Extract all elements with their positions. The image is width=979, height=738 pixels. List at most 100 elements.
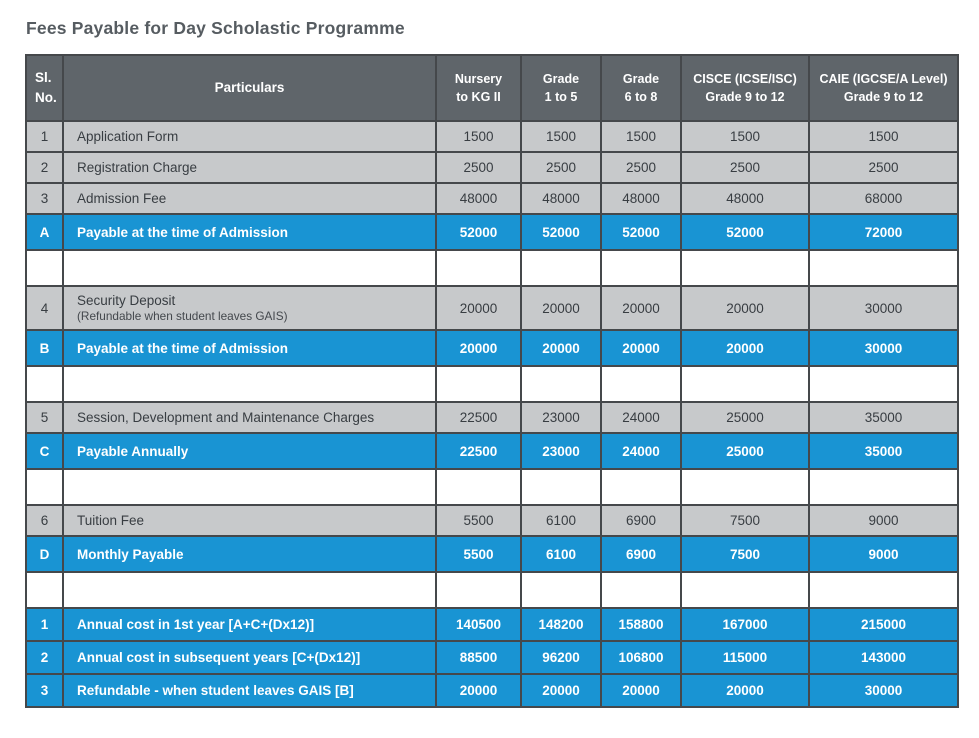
spacer-cell	[520, 571, 602, 609]
total-row: D Monthly Payable 5500 6100 6900 7500 9000	[25, 535, 959, 573]
data-row: 3 Admission Fee 48000 48000 48000 48000 68000	[25, 182, 959, 215]
particulars-label: Registration Charge	[77, 160, 198, 175]
value-cell: 7500	[680, 504, 810, 537]
particulars-cell: Payable at the time of Admission	[62, 213, 437, 251]
value-cell: 30000	[808, 329, 959, 367]
particulars-label: Tuition Fee	[77, 513, 145, 528]
spacer-cell	[25, 571, 64, 609]
sl-cell: 6	[25, 504, 64, 537]
particulars-label: Payable at the time of Admission	[77, 224, 289, 240]
spacer-cell	[62, 249, 437, 287]
data-row: 2 Registration Charge 2500 2500 2500 2500 2500	[25, 151, 959, 184]
value-cell: 6100	[520, 504, 602, 537]
sl-cell: 5	[25, 401, 64, 434]
fees-table-body: 1 Application Form 1500 1500 1500 1500 1500 2 Re…	[25, 120, 959, 708]
value-cell: 20000	[435, 285, 522, 331]
value-cell: 5500	[435, 504, 522, 537]
value-cell: 35000	[808, 432, 959, 470]
spacer-cell	[600, 468, 682, 506]
spacer-cell	[680, 249, 810, 287]
value-cell: 72000	[808, 213, 959, 251]
total-row: A Payable at the time of Admission 52000 52…	[25, 213, 959, 251]
value-cell: 52000	[520, 213, 602, 251]
value-cell: 52000	[680, 213, 810, 251]
header-col-caie: CAIE (IGCSE/A Level) Grade 9 to 12	[808, 54, 959, 122]
value-cell: 1500	[600, 120, 682, 153]
value-cell: 20000	[680, 329, 810, 367]
spacer-row	[25, 571, 959, 609]
summary-row: 1 Annual cost in 1st year [A+C+(Dx12)] 140…	[25, 607, 959, 642]
value-cell: 20000	[600, 673, 682, 708]
data-row: 5 Session, Development and Maintenance Ch…	[25, 401, 959, 434]
value-cell: 20000	[680, 673, 810, 708]
spacer-cell	[808, 249, 959, 287]
value-cell: 106800	[600, 640, 682, 675]
particulars-label: Security Deposit	[77, 293, 176, 308]
value-cell: 5500	[435, 535, 522, 573]
spacer-cell	[600, 249, 682, 287]
value-cell: 22500	[435, 432, 522, 470]
value-cell: 2500	[435, 151, 522, 184]
spacer-cell	[600, 571, 682, 609]
value-cell: 1500	[435, 120, 522, 153]
spacer-row	[25, 249, 959, 287]
spacer-cell	[435, 571, 522, 609]
particulars-cell: Refundable - when student leaves GAIS [B…	[62, 673, 437, 708]
spacer-cell	[680, 365, 810, 403]
sl-cell: A	[25, 213, 64, 251]
value-cell: 115000	[680, 640, 810, 675]
particulars-cell: Annual cost in 1st year [A+C+(Dx12)]	[62, 607, 437, 642]
spacer-cell	[808, 571, 959, 609]
value-cell: 2500	[808, 151, 959, 184]
summary-row: 2 Annual cost in subsequent years [C+(Dx1…	[25, 640, 959, 675]
spacer-cell	[435, 249, 522, 287]
value-cell: 25000	[680, 432, 810, 470]
value-cell: 20000	[520, 329, 602, 367]
value-cell: 148200	[520, 607, 602, 642]
value-cell: 1500	[520, 120, 602, 153]
particulars-label: Refundable - when student leaves GAIS [B…	[77, 683, 354, 698]
spacer-cell	[435, 365, 522, 403]
header-particulars: Particulars	[62, 54, 437, 122]
value-cell: 96200	[520, 640, 602, 675]
particulars-label: Admission Fee	[77, 191, 167, 206]
value-cell: 20000	[600, 285, 682, 331]
spacer-row	[25, 468, 959, 506]
value-cell: 20000	[680, 285, 810, 331]
particulars-cell: Security Deposit (Refundable when student…	[62, 285, 437, 331]
value-cell: 22500	[435, 401, 522, 434]
value-cell: 140500	[435, 607, 522, 642]
sl-cell: B	[25, 329, 64, 367]
particulars-cell: Application Form	[62, 120, 437, 153]
value-cell: 35000	[808, 401, 959, 434]
particulars-cell: Registration Charge	[62, 151, 437, 184]
particulars-cell: Tuition Fee	[62, 504, 437, 537]
value-cell: 9000	[808, 535, 959, 573]
header-sl-line2: No.	[35, 90, 57, 105]
particulars-cell: Monthly Payable	[62, 535, 437, 573]
header-sl-line1: Sl.	[35, 70, 52, 86]
value-cell: 48000	[680, 182, 810, 215]
particulars-cell: Annual cost in subsequent years [C+(Dx12…	[62, 640, 437, 675]
sl-cell: 1	[25, 120, 64, 153]
value-cell: 68000	[808, 182, 959, 215]
sl-cell: C	[25, 432, 64, 470]
spacer-cell	[520, 468, 602, 506]
fees-table: Sl. No. Particulars Nursery to KG II Gra…	[25, 54, 959, 708]
fees-table-header: Sl. No. Particulars Nursery to KG II Gra…	[25, 54, 959, 122]
value-cell: 48000	[435, 182, 522, 215]
spacer-cell	[25, 468, 64, 506]
particulars-label: Application Form	[77, 129, 179, 144]
total-row: B Payable at the time of Admission 20000 20…	[25, 329, 959, 367]
spacer-cell	[680, 571, 810, 609]
sl-cell: 1	[25, 607, 64, 642]
particulars-label: Annual cost in subsequent years [C+(Dx12…	[77, 650, 361, 665]
sl-cell: 2	[25, 151, 64, 184]
particulars-label: Session, Development and Maintenance Cha…	[77, 410, 375, 425]
value-cell: 25000	[680, 401, 810, 434]
value-cell: 2500	[600, 151, 682, 184]
value-cell: 24000	[600, 432, 682, 470]
sl-cell: D	[25, 535, 64, 573]
value-cell: 2500	[680, 151, 810, 184]
value-cell: 6900	[600, 504, 682, 537]
